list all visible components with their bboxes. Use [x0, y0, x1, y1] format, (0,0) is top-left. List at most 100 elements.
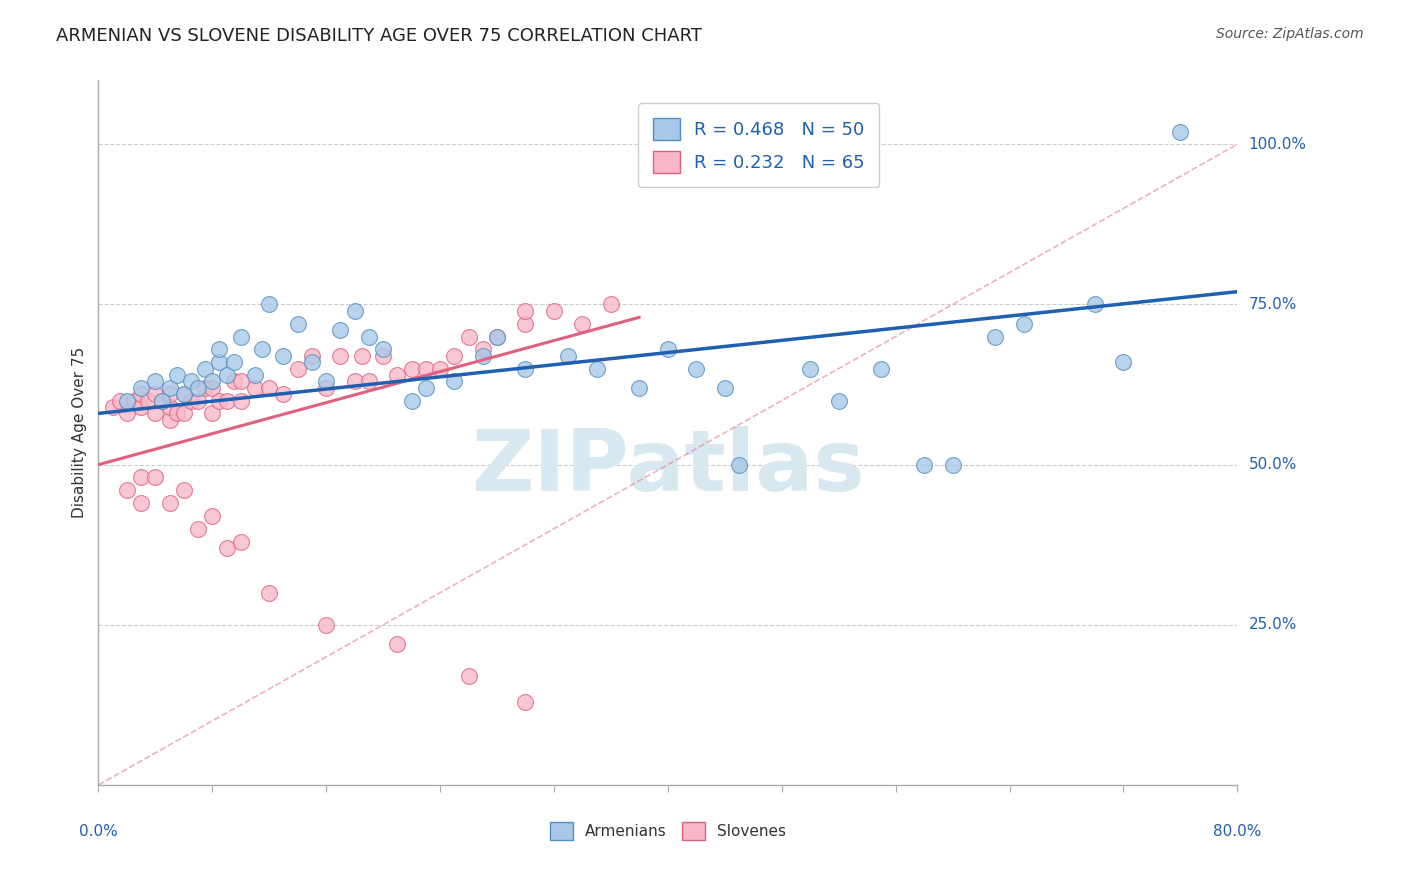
Point [201, 508, 224, 523]
Point [329, 349, 352, 363]
Point [942, 458, 965, 472]
Y-axis label: Disability Age Over 75: Disability Age Over 75 [72, 347, 87, 518]
Point [415, 361, 437, 376]
Point [201, 406, 224, 420]
Point [273, 387, 295, 401]
Point [229, 329, 252, 343]
Point [457, 329, 479, 343]
Point [159, 400, 181, 414]
Point [799, 361, 821, 376]
Point [486, 329, 509, 343]
Point [571, 317, 593, 331]
Point [180, 375, 202, 389]
Text: 0.0%: 0.0% [79, 824, 118, 838]
Point [870, 361, 893, 376]
Text: ZIPatlas: ZIPatlas [471, 426, 865, 509]
Point [229, 375, 252, 389]
Point [387, 368, 409, 382]
Point [159, 413, 181, 427]
Point [129, 470, 152, 484]
Point [273, 349, 295, 363]
Point [101, 400, 124, 414]
Point [471, 343, 494, 357]
Text: 25.0%: 25.0% [1249, 617, 1296, 632]
Point [600, 297, 623, 311]
Point [329, 323, 352, 337]
Point [628, 381, 651, 395]
Point [301, 355, 323, 369]
Point [471, 349, 494, 363]
Point [515, 695, 537, 709]
Point [457, 669, 479, 683]
Point [515, 361, 537, 376]
Point [243, 381, 266, 395]
Point [315, 381, 337, 395]
Point [129, 381, 152, 395]
Point [173, 387, 195, 401]
Point [287, 317, 309, 331]
Point [173, 387, 195, 401]
Point [215, 541, 238, 555]
Point [828, 393, 851, 408]
Point [208, 343, 231, 357]
Point [145, 406, 167, 420]
Point [122, 393, 145, 408]
Point [159, 387, 181, 401]
Point [443, 375, 465, 389]
Point [194, 361, 217, 376]
Point [222, 355, 245, 369]
Point [129, 496, 152, 510]
Point [401, 361, 423, 376]
Text: 50.0%: 50.0% [1249, 458, 1296, 472]
Point [1012, 317, 1035, 331]
Point [1112, 355, 1135, 369]
Point [129, 387, 152, 401]
Point [301, 349, 323, 363]
Point [129, 400, 152, 414]
Text: ARMENIAN VS SLOVENE DISABILITY AGE OVER 75 CORRELATION CHART: ARMENIAN VS SLOVENE DISABILITY AGE OVER … [56, 27, 702, 45]
Point [557, 349, 579, 363]
Point [912, 458, 935, 472]
Point [229, 534, 252, 549]
Legend: Armenians, Slovenes: Armenians, Slovenes [543, 814, 793, 847]
Point [515, 317, 537, 331]
Point [1170, 124, 1192, 138]
Point [115, 406, 138, 420]
Point [443, 349, 465, 363]
Point [173, 406, 195, 420]
Point [343, 304, 366, 318]
Point [222, 375, 245, 389]
Point [215, 393, 238, 408]
Point [201, 381, 224, 395]
Point [159, 381, 181, 395]
Point [187, 522, 209, 536]
Point [350, 349, 373, 363]
Point [543, 304, 565, 318]
Point [315, 617, 337, 632]
Point [208, 393, 231, 408]
Point [187, 393, 209, 408]
Point [173, 483, 195, 498]
Text: Source: ZipAtlas.com: Source: ZipAtlas.com [1216, 27, 1364, 41]
Point [187, 381, 209, 395]
Point [259, 586, 281, 600]
Point [685, 361, 707, 376]
Point [657, 343, 679, 357]
Point [259, 381, 281, 395]
Text: 80.0%: 80.0% [1213, 824, 1261, 838]
Point [136, 393, 159, 408]
Point [108, 393, 131, 408]
Point [145, 375, 167, 389]
Point [373, 343, 395, 357]
Point [357, 375, 380, 389]
Point [1084, 297, 1107, 311]
Point [145, 470, 167, 484]
Point [984, 329, 1007, 343]
Point [194, 381, 217, 395]
Point [357, 329, 380, 343]
Point [152, 393, 174, 408]
Text: 100.0%: 100.0% [1249, 136, 1306, 152]
Point [259, 297, 281, 311]
Point [515, 304, 537, 318]
Point [208, 355, 231, 369]
